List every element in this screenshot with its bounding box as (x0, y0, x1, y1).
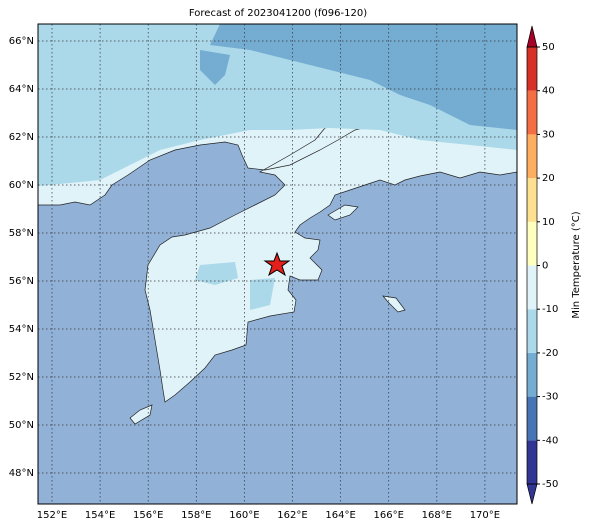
colorbar-tick-label: 10 (542, 217, 555, 228)
map-area (38, 24, 517, 504)
colorbar-band (527, 440, 537, 484)
colorbar-label: Min Temperature (°C) (571, 211, 582, 318)
colorbar-extend-high (526, 25, 538, 48)
lat-label: 50°N (9, 420, 34, 431)
colorbar-band (527, 265, 537, 310)
lon-label: 152°E (37, 510, 67, 521)
island (327, 204, 359, 221)
island (129, 404, 153, 425)
colder-patch (200, 50, 230, 85)
lat-label: 62°N (9, 132, 34, 143)
lon-label: 156°E (133, 510, 163, 521)
colorbar-tick-label: 40 (542, 86, 555, 97)
lat-label: 52°N (9, 372, 34, 383)
colorbar-band (527, 178, 537, 222)
lon-label: 158°E (181, 510, 211, 521)
colorbar-tick-label: -50 (542, 479, 558, 490)
lon-label: 166°E (373, 510, 403, 521)
lon-label: 160°E (229, 510, 259, 521)
colorbar-band (527, 221, 537, 266)
colorbar-extend-low (526, 483, 538, 505)
colorbar-tick-label: 20 (542, 173, 555, 184)
colorbar-band (527, 47, 537, 91)
colorbar-band (527, 396, 537, 441)
location-star (263, 251, 291, 277)
colorbar-tick-label: 30 (542, 129, 555, 140)
colorbar-band (527, 134, 537, 179)
lat-label: 64°N (9, 84, 34, 95)
lat-label: 66°N (9, 36, 34, 47)
lon-label: 170°E (470, 510, 500, 521)
colder-zone (210, 24, 517, 130)
colorbar-tick-label: 50 (542, 42, 555, 53)
lon-label: 154°E (85, 510, 115, 521)
map-title: Forecast of 2023041200 (f096-120) (189, 8, 367, 19)
colorbar-band (527, 90, 537, 135)
inland-patch (250, 278, 275, 310)
colorbar-tick-label: -10 (542, 304, 558, 315)
colorbar-tick-label: -20 (542, 348, 558, 359)
colorbar-tick-label: 0 (542, 261, 548, 272)
lon-label: 162°E (277, 510, 307, 521)
lat-label: 60°N (9, 180, 34, 191)
lat-label: 56°N (9, 276, 34, 287)
colorbar-tick-label: -40 (542, 435, 558, 446)
lat-label: 54°N (9, 324, 34, 335)
colorbar-band (527, 352, 537, 397)
lat-label: 48°N (9, 468, 34, 479)
map-frame (37, 23, 518, 505)
lon-label: 168°E (422, 510, 452, 521)
inland-patch (195, 262, 238, 285)
colorbar-tick-label: -30 (542, 392, 558, 403)
colorbar-band (527, 309, 537, 353)
lon-label: 164°E (325, 510, 355, 521)
graticule (38, 24, 517, 504)
lat-label: 58°N (9, 228, 34, 239)
